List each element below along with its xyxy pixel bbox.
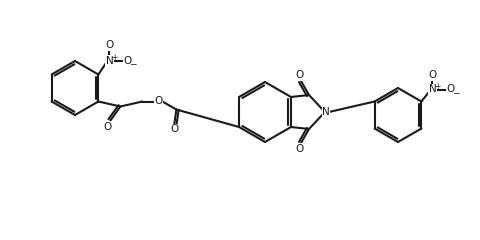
Text: N: N [322,107,329,117]
Text: N: N [105,55,113,66]
Text: O: O [105,41,113,50]
Text: O: O [170,125,178,134]
Text: O: O [445,84,454,95]
Text: O: O [123,55,131,66]
Text: +: + [111,53,117,62]
Text: −: − [451,88,458,97]
Text: −: − [128,59,136,68]
Text: O: O [154,96,162,107]
Text: O: O [295,144,303,154]
Text: O: O [103,121,111,132]
Text: O: O [427,71,436,80]
Text: +: + [433,82,440,91]
Text: O: O [295,70,303,80]
Text: N: N [428,84,435,95]
